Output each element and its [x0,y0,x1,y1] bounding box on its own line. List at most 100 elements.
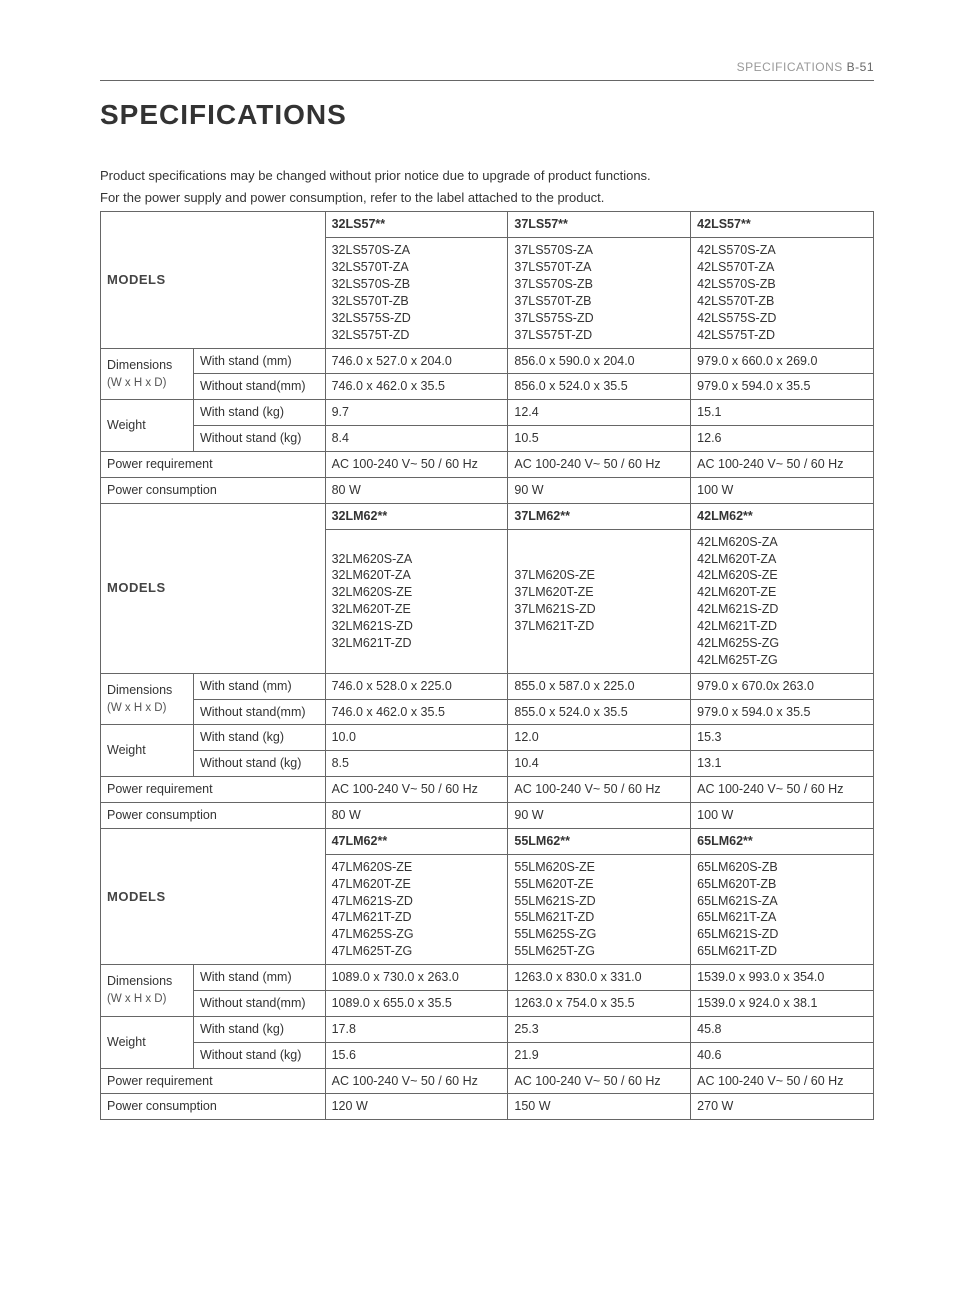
spec-value: 120 W [325,1094,508,1120]
spec-value: 270 W [691,1094,874,1120]
model-group-header: 37LS57** [508,212,691,238]
row-group-label: Dimensions(W x H x D) [101,673,194,725]
spec-value: 12.0 [508,725,691,751]
spec-value: 8.5 [325,751,508,777]
spec-value: 746.0 x 527.0 x 204.0 [325,348,508,374]
spec-value: 1089.0 x 655.0 x 35.5 [325,990,508,1016]
spec-value: 855.0 x 524.0 x 35.5 [508,699,691,725]
spec-value: AC 100-240 V~ 50 / 60 Hz [508,452,691,478]
row-group-label: Dimensions(W x H x D) [101,348,194,400]
row-sub-label: With stand (kg) [193,1016,325,1042]
model-list-cell: 32LS570S-ZA32LS570T-ZA32LS570S-ZB32LS570… [325,238,508,348]
spec-value: 1089.0 x 730.0 x 263.0 [325,965,508,991]
spec-value: AC 100-240 V~ 50 / 60 Hz [325,1068,508,1094]
spec-value: 979.0 x 594.0 x 35.5 [691,699,874,725]
spec-value: 12.4 [508,400,691,426]
model-list-cell: 42LS570S-ZA42LS570T-ZA42LS570S-ZB42LS570… [691,238,874,348]
model-group-header: 32LM62** [325,503,508,529]
spec-value: 21.9 [508,1042,691,1068]
model-group-header: 42LS57** [691,212,874,238]
row-label: Power consumption [101,1094,326,1120]
row-sub-label: With stand (mm) [193,673,325,699]
spec-value: 15.6 [325,1042,508,1068]
model-list-cell: 65LM620S-ZB65LM620T-ZB65LM621S-ZA65LM621… [691,854,874,964]
row-sub-label: Without stand (kg) [193,751,325,777]
section-label: SPECIFICATIONS [737,60,843,74]
spec-value: 856.0 x 524.0 x 35.5 [508,374,691,400]
spec-value: AC 100-240 V~ 50 / 60 Hz [691,1068,874,1094]
spec-table: MODELS32LM62**37LM62**42LM62**32LM620S-Z… [100,503,874,829]
spec-value: 15.1 [691,400,874,426]
model-group-header: 42LM62** [691,503,874,529]
spec-value: 979.0 x 670.0x 263.0 [691,673,874,699]
spec-value: 100 W [691,477,874,503]
spec-value: AC 100-240 V~ 50 / 60 Hz [325,452,508,478]
spec-value: 25.3 [508,1016,691,1042]
spec-value: 1539.0 x 993.0 x 354.0 [691,965,874,991]
row-label: Power requirement [101,1068,326,1094]
spec-value: 1263.0 x 754.0 x 35.5 [508,990,691,1016]
row-sub-label: Without stand (kg) [193,426,325,452]
models-label: MODELS [101,828,326,964]
row-group-label: Dimensions(W x H x D) [101,965,194,1017]
spec-value: AC 100-240 V~ 50 / 60 Hz [691,452,874,478]
spec-value: 15.3 [691,725,874,751]
row-sub-label: With stand (kg) [193,725,325,751]
spec-value: 10.5 [508,426,691,452]
spec-value: 10.4 [508,751,691,777]
spec-value: 90 W [508,477,691,503]
model-list-cell: 47LM620S-ZE47LM620T-ZE47LM621S-ZD47LM621… [325,854,508,964]
spec-value: AC 100-240 V~ 50 / 60 Hz [508,777,691,803]
intro-line-2: For the power supply and power consumpti… [100,189,874,207]
models-label: MODELS [101,503,326,673]
model-list-cell: 42LM620S-ZA42LM620T-ZA42LM620S-ZE42LM620… [691,529,874,673]
model-list-cell: 37LM620S-ZE37LM620T-ZE37LM621S-ZD37LM621… [508,529,691,673]
spec-value: 10.0 [325,725,508,751]
model-group-header: 37LM62** [508,503,691,529]
spec-value: 1263.0 x 830.0 x 331.0 [508,965,691,991]
spec-value: 855.0 x 587.0 x 225.0 [508,673,691,699]
spec-value: 979.0 x 660.0 x 269.0 [691,348,874,374]
model-list-cell: 55LM620S-ZE55LM620T-ZE55LM621S-ZD55LM621… [508,854,691,964]
spec-value: 40.6 [691,1042,874,1068]
row-sub-label: Without stand(mm) [193,374,325,400]
spec-value: 90 W [508,803,691,829]
spec-value: 45.8 [691,1016,874,1042]
model-group-header: 65LM62** [691,828,874,854]
spec-value: 13.1 [691,751,874,777]
row-label: Power requirement [101,777,326,803]
row-label: Power consumption [101,477,326,503]
row-label: Power requirement [101,452,326,478]
row-sub-label: Without stand (kg) [193,1042,325,1068]
row-group-label: Weight [101,725,194,777]
spec-value: AC 100-240 V~ 50 / 60 Hz [325,777,508,803]
spec-value: AC 100-240 V~ 50 / 60 Hz [691,777,874,803]
spec-value: 9.7 [325,400,508,426]
spec-value: 80 W [325,477,508,503]
spec-value: AC 100-240 V~ 50 / 60 Hz [508,1068,691,1094]
row-sub-label: Without stand(mm) [193,699,325,725]
row-sub-label: With stand (kg) [193,400,325,426]
spec-value: 1539.0 x 924.0 x 38.1 [691,990,874,1016]
row-sub-label: Without stand(mm) [193,990,325,1016]
spec-value: 12.6 [691,426,874,452]
spec-table: MODELS32LS57**37LS57**42LS57**32LS570S-Z… [100,211,874,503]
page-header: SPECIFICATIONS B-51 [100,60,874,74]
spec-value: 979.0 x 594.0 x 35.5 [691,374,874,400]
spec-value: 80 W [325,803,508,829]
row-group-label: Weight [101,1016,194,1068]
model-group-header: 55LM62** [508,828,691,854]
spec-value: 746.0 x 528.0 x 225.0 [325,673,508,699]
spec-value: 150 W [508,1094,691,1120]
spec-value: 8.4 [325,426,508,452]
spec-value: 100 W [691,803,874,829]
spec-value: 17.8 [325,1016,508,1042]
spec-value: 746.0 x 462.0 x 35.5 [325,374,508,400]
spec-table: MODELS47LM62**55LM62**65LM62**47LM620S-Z… [100,828,874,1120]
row-sub-label: With stand (mm) [193,348,325,374]
spec-value: 746.0 x 462.0 x 35.5 [325,699,508,725]
model-list-cell: 37LS570S-ZA37LS570T-ZA37LS570S-ZB37LS570… [508,238,691,348]
row-sub-label: With stand (mm) [193,965,325,991]
page-number: B-51 [847,60,874,74]
model-group-header: 32LS57** [325,212,508,238]
